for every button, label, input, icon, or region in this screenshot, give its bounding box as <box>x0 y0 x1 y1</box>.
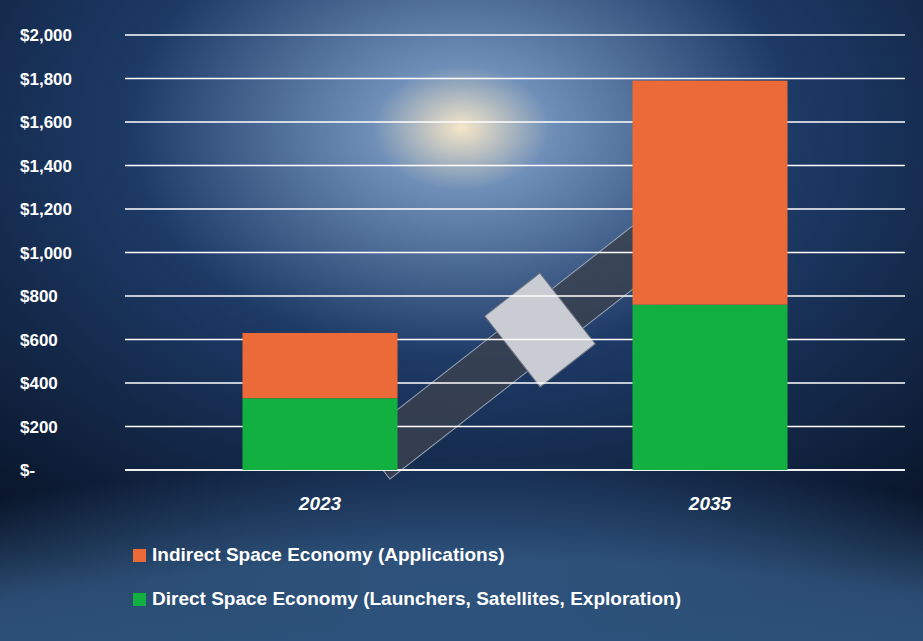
grid-line <box>125 382 905 383</box>
grid-line <box>125 252 905 253</box>
tick-label: $2,000 <box>20 26 72 45</box>
category-label: 2035 <box>688 493 732 514</box>
grid-line <box>125 78 905 79</box>
chart: $- $200 $400 $600 $800 $1,000 $1,200 $1,400 $1,6… <box>0 0 923 641</box>
bars <box>243 81 788 470</box>
grid-line <box>125 208 905 209</box>
grid-line <box>125 426 905 427</box>
legend-swatch <box>133 549 146 562</box>
bar <box>633 305 788 470</box>
legend-swatch <box>133 593 146 606</box>
bar <box>243 333 398 398</box>
tick-label: $- <box>20 461 35 480</box>
grid-line <box>125 121 905 122</box>
tick-label: $1,600 <box>20 113 72 132</box>
legend-label: Indirect Space Economy (Applications) <box>152 544 505 565</box>
tick-label: $1,800 <box>20 70 72 89</box>
category-label: 2023 <box>298 493 342 514</box>
bar <box>633 81 788 305</box>
grid-line <box>125 469 905 470</box>
bar <box>243 398 398 470</box>
tick-label: $600 <box>20 331 58 350</box>
grid-line <box>125 165 905 166</box>
grid-line <box>125 34 905 35</box>
tick-label: $1,200 <box>20 200 72 219</box>
axis-line <box>125 469 905 470</box>
tick-label: $800 <box>20 287 58 306</box>
legend-label: Direct Space Economy (Launchers, Satelli… <box>152 588 681 609</box>
tick-label: $400 <box>20 374 58 393</box>
grid-line <box>125 295 905 296</box>
tick-label: $1,400 <box>20 157 72 176</box>
tick-label: $200 <box>20 418 58 437</box>
grid-line <box>125 339 905 340</box>
tick-label: $1,000 <box>20 244 72 263</box>
